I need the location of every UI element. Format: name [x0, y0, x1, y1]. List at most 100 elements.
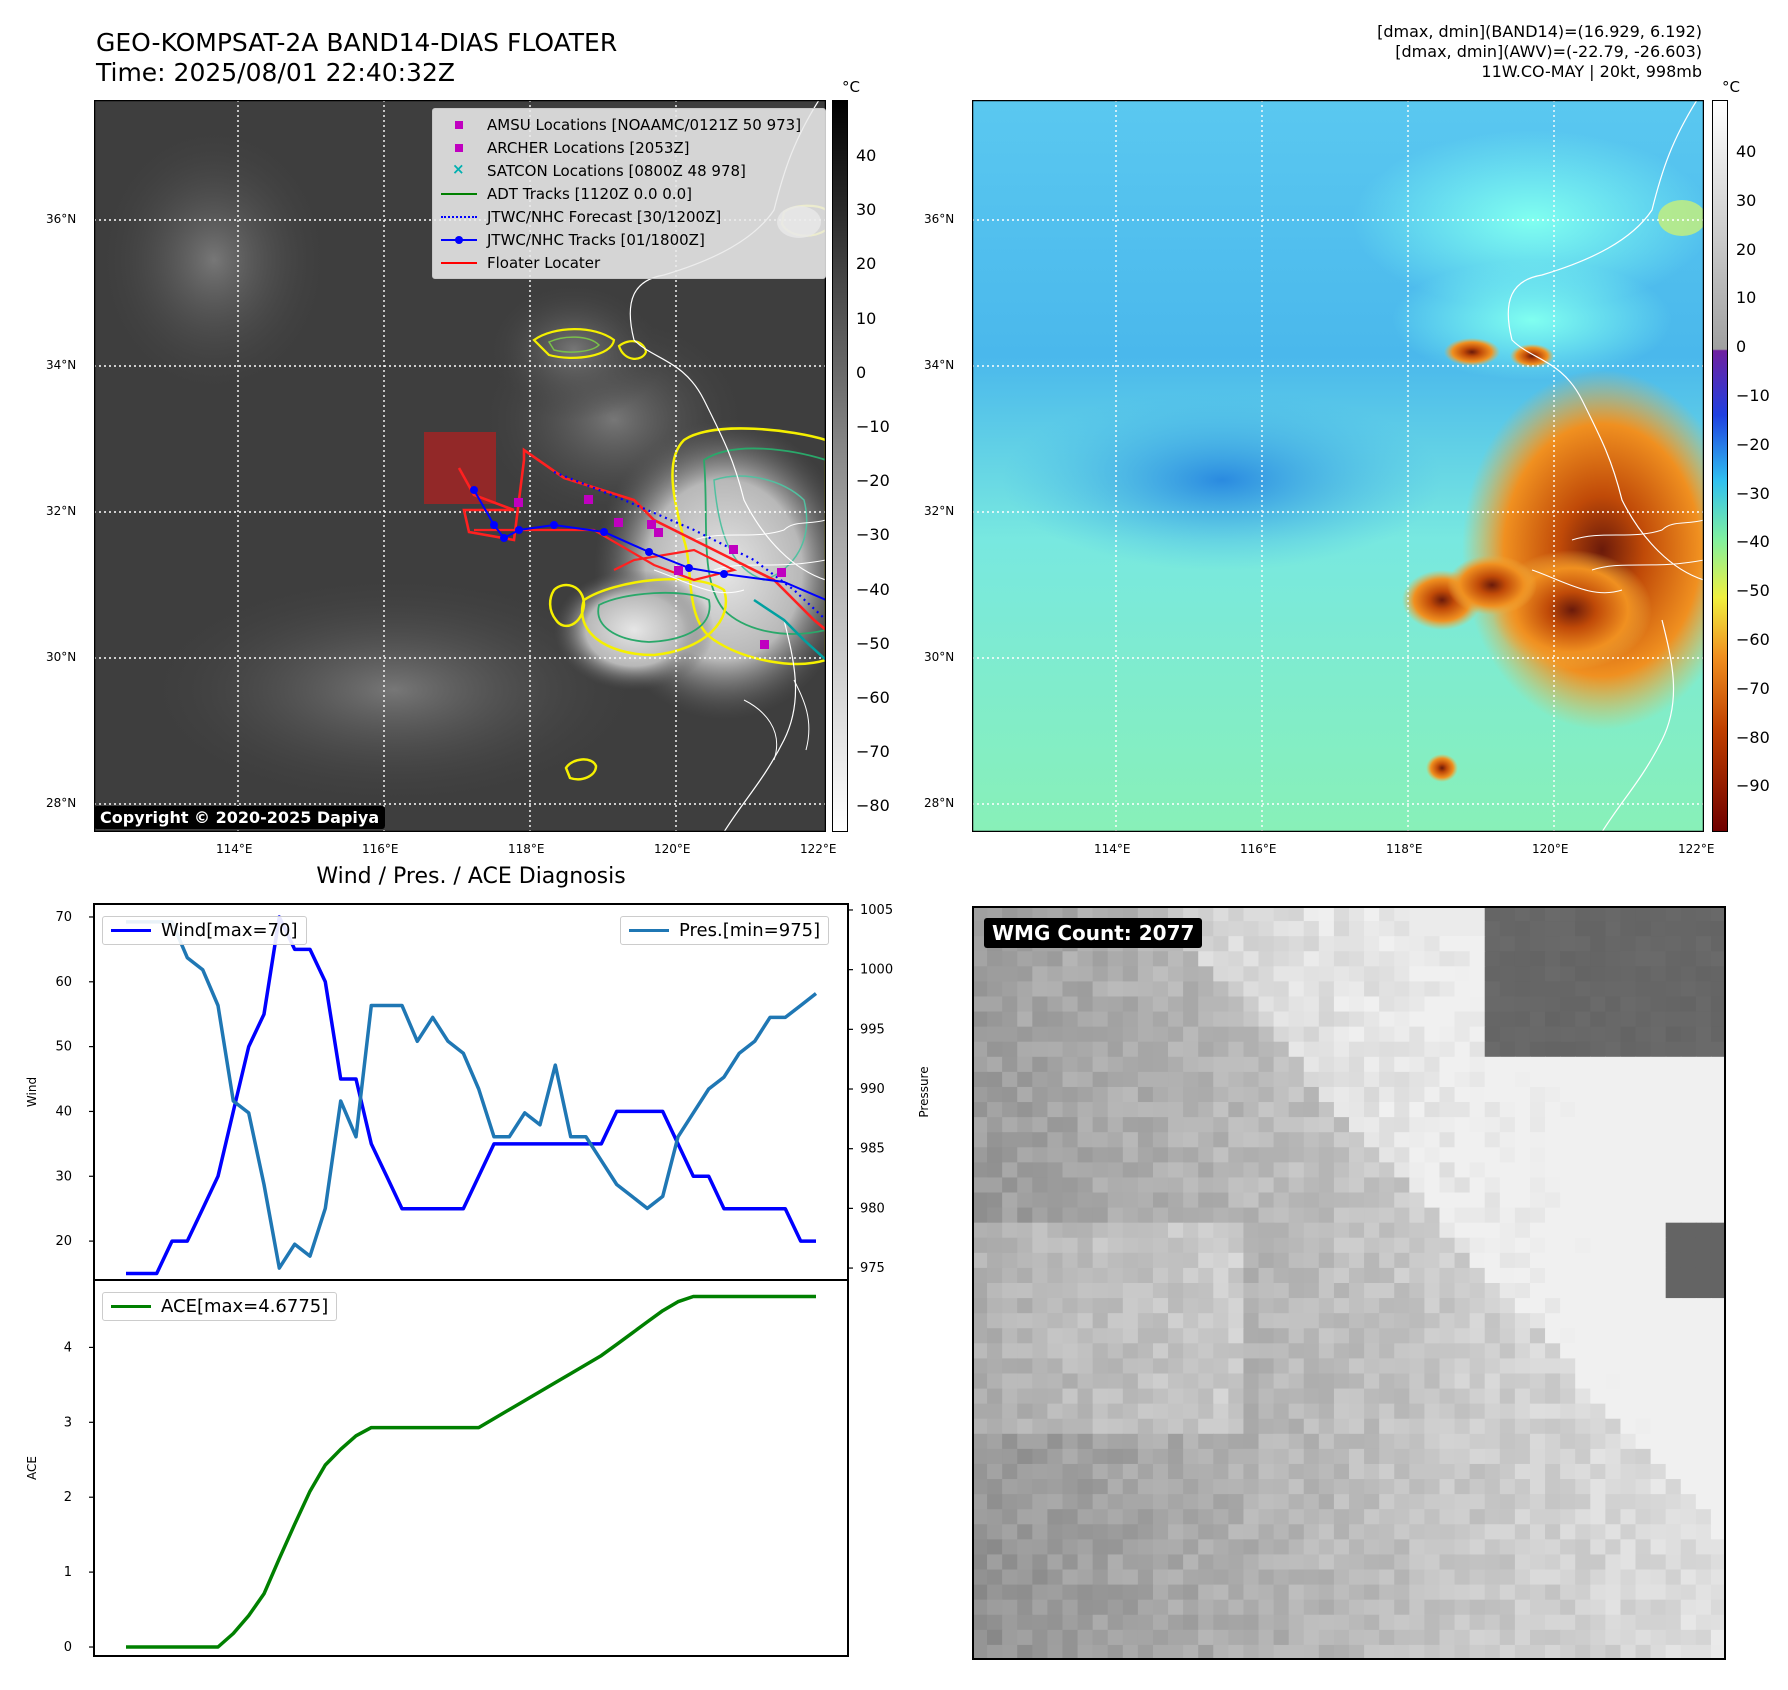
wmg-pixel	[1575, 1554, 1591, 1571]
wmg-pixel	[1228, 966, 1245, 982]
wmg-pixel	[1545, 1644, 1561, 1660]
wmg-pixel	[1590, 1403, 1606, 1420]
wmg-pixel	[1168, 1328, 1184, 1344]
wmg-pixel	[1560, 1177, 1576, 1194]
wmg-pixel	[1695, 1644, 1712, 1660]
wmg-pixel	[1469, 1629, 1486, 1646]
wmg-pixel	[1409, 1524, 1425, 1540]
wmg-pixel	[1575, 1132, 1591, 1148]
y2-tick-label: 975	[860, 1261, 885, 1276]
wmg-pixel	[1258, 1539, 1275, 1556]
wmg-pixel	[1545, 1056, 1561, 1073]
wmg-pixel	[1590, 1252, 1606, 1269]
wmg-pixel	[1213, 1252, 1229, 1269]
wmg-pixel	[1243, 1011, 1260, 1028]
wmg-pixel	[1394, 1373, 1410, 1390]
wmg-pixel	[1092, 1071, 1109, 1088]
wmg-pixel	[1213, 1117, 1229, 1133]
wmg-pixel	[1047, 1283, 1064, 1299]
wmg-pixel	[1062, 1358, 1079, 1375]
wmg-pixel	[1454, 1509, 1471, 1525]
wmg-pixel	[1288, 1011, 1305, 1028]
wmg-pixel	[1424, 1011, 1441, 1028]
wmg-pixel	[1047, 996, 1064, 1013]
wmg-pixel	[1635, 981, 1652, 998]
wmg-frame	[972, 906, 1726, 1660]
wmg-pixel	[1062, 1403, 1079, 1420]
wmg-pixel	[1590, 1177, 1606, 1194]
wmg-pixel	[1529, 1102, 1546, 1118]
wmg-pixel	[987, 1358, 1003, 1375]
wmg-pixel	[1545, 1207, 1561, 1224]
wmg-pixel	[1560, 1207, 1576, 1224]
wmg-pixel	[1590, 1584, 1606, 1601]
wmg-pixel	[1665, 1252, 1682, 1269]
wmg-pixel	[1017, 951, 1033, 967]
wmg-pixel	[1484, 996, 1501, 1013]
wmg-pixel	[1620, 1373, 1637, 1390]
wmg-pixel	[1710, 1162, 1726, 1179]
wmg-pixel	[1499, 1207, 1516, 1224]
wmg-pixel	[1273, 1629, 1290, 1646]
colorbar-tick-label: −10	[1736, 386, 1770, 405]
wmg-pixel	[1454, 1448, 1471, 1465]
wmg-pixel	[1183, 1041, 1199, 1058]
wmg-pixel	[1710, 1298, 1726, 1314]
wmg-pixel	[1213, 1343, 1229, 1359]
wmg-pixel	[1122, 1373, 1139, 1390]
wmg-pixel	[1710, 1448, 1726, 1465]
wmg-pixel	[1213, 1177, 1229, 1194]
wmg-pixel	[1469, 1252, 1486, 1269]
wmg-pixel	[972, 1026, 988, 1043]
wmg-pixel	[1424, 1539, 1441, 1556]
wmg-pixel	[1137, 1479, 1154, 1495]
wmg-pixel	[1032, 1629, 1048, 1646]
wmg-pixel	[1469, 1207, 1486, 1224]
wmg-pixel	[1379, 966, 1395, 982]
wmg-pixel	[1183, 1328, 1199, 1344]
wmg-pixel	[1499, 1494, 1516, 1510]
wmg-pixel	[1333, 1222, 1350, 1239]
wmg-pixel	[1499, 1509, 1516, 1525]
wmg-pixel	[1364, 1358, 1380, 1375]
wmg-pixel	[1529, 1554, 1546, 1571]
wmg-pixel	[1047, 906, 1064, 922]
wmg-pixel	[1032, 1524, 1048, 1540]
wmg-pixel	[1152, 1539, 1169, 1556]
wmg-pixel	[1590, 981, 1606, 998]
wmg-pixel	[1333, 1584, 1350, 1601]
wmg-pixel	[1077, 1147, 1094, 1163]
wmg-pixel	[1137, 1614, 1154, 1631]
wmg-pixel	[1349, 1524, 1365, 1540]
awv-colorbar	[1712, 100, 1728, 832]
wmg-pixel	[1545, 1479, 1561, 1495]
wmg-pixel	[1288, 1252, 1305, 1269]
wmg-pixel	[1333, 1479, 1350, 1495]
wmg-pixel	[1318, 1343, 1335, 1359]
wmg-pixel	[1183, 1192, 1199, 1209]
wmg-pixel	[1017, 1584, 1033, 1601]
wmg-pixel	[1258, 936, 1275, 952]
wmg-pixel	[1258, 951, 1275, 967]
wmg-pixel	[1002, 1237, 1018, 1254]
wmg-pixel	[1590, 1479, 1606, 1495]
wmg-pixel	[1665, 981, 1682, 998]
wmg-pixel	[1152, 1343, 1169, 1359]
wmg-pixel	[1303, 1494, 1320, 1510]
wmg-pixel	[1514, 1569, 1531, 1586]
wmg-pixel	[1198, 906, 1214, 922]
wmg-pixel	[1665, 1147, 1682, 1163]
wmg-pixel	[1213, 1524, 1229, 1540]
wmg-pixel	[1273, 1177, 1290, 1194]
y2-tick-label: 980	[860, 1201, 885, 1216]
wmg-pixel	[1529, 1086, 1546, 1103]
wmg-pixel	[1620, 1102, 1637, 1118]
wmg-pixel	[1560, 1403, 1576, 1420]
wmg-pixel	[1680, 1373, 1697, 1390]
wmg-pixel	[1122, 1283, 1139, 1299]
wmg-pixel	[1665, 1418, 1682, 1435]
lon-label: 122°E	[800, 842, 837, 856]
wmg-pixel	[1620, 1177, 1637, 1194]
wmg-pixel	[1288, 1539, 1305, 1556]
wmg-pixel	[1152, 1222, 1169, 1239]
